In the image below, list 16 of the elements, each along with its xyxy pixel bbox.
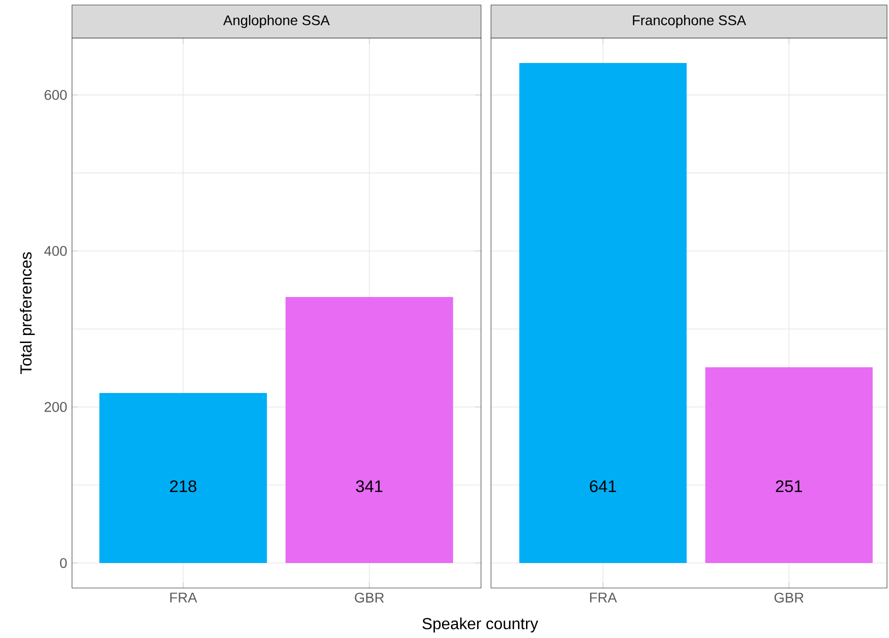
- y-tick-label: 400: [44, 246, 67, 256]
- data-label: 341: [356, 480, 382, 492]
- x-tick-label: GBR: [774, 592, 804, 603]
- x-tick-label: FRA: [170, 592, 198, 602]
- data-label: 641: [590, 480, 616, 492]
- data-label: 218: [170, 480, 196, 492]
- x-tick-label: GBR: [354, 592, 384, 603]
- y-tick-label: 0: [60, 558, 67, 568]
- y-tick-label: 600: [44, 90, 67, 100]
- y-tick-label: 200: [44, 402, 67, 412]
- y-axis-title: Total preferences: [20, 252, 35, 374]
- chart-title: Anglophone SSA: [223, 14, 330, 28]
- x-tick-label: FRA: [590, 592, 617, 602]
- chart-title: Francophone SSA: [632, 14, 746, 28]
- x-axis-title: Speaker country: [422, 618, 538, 632]
- data-label: 251: [776, 480, 802, 492]
